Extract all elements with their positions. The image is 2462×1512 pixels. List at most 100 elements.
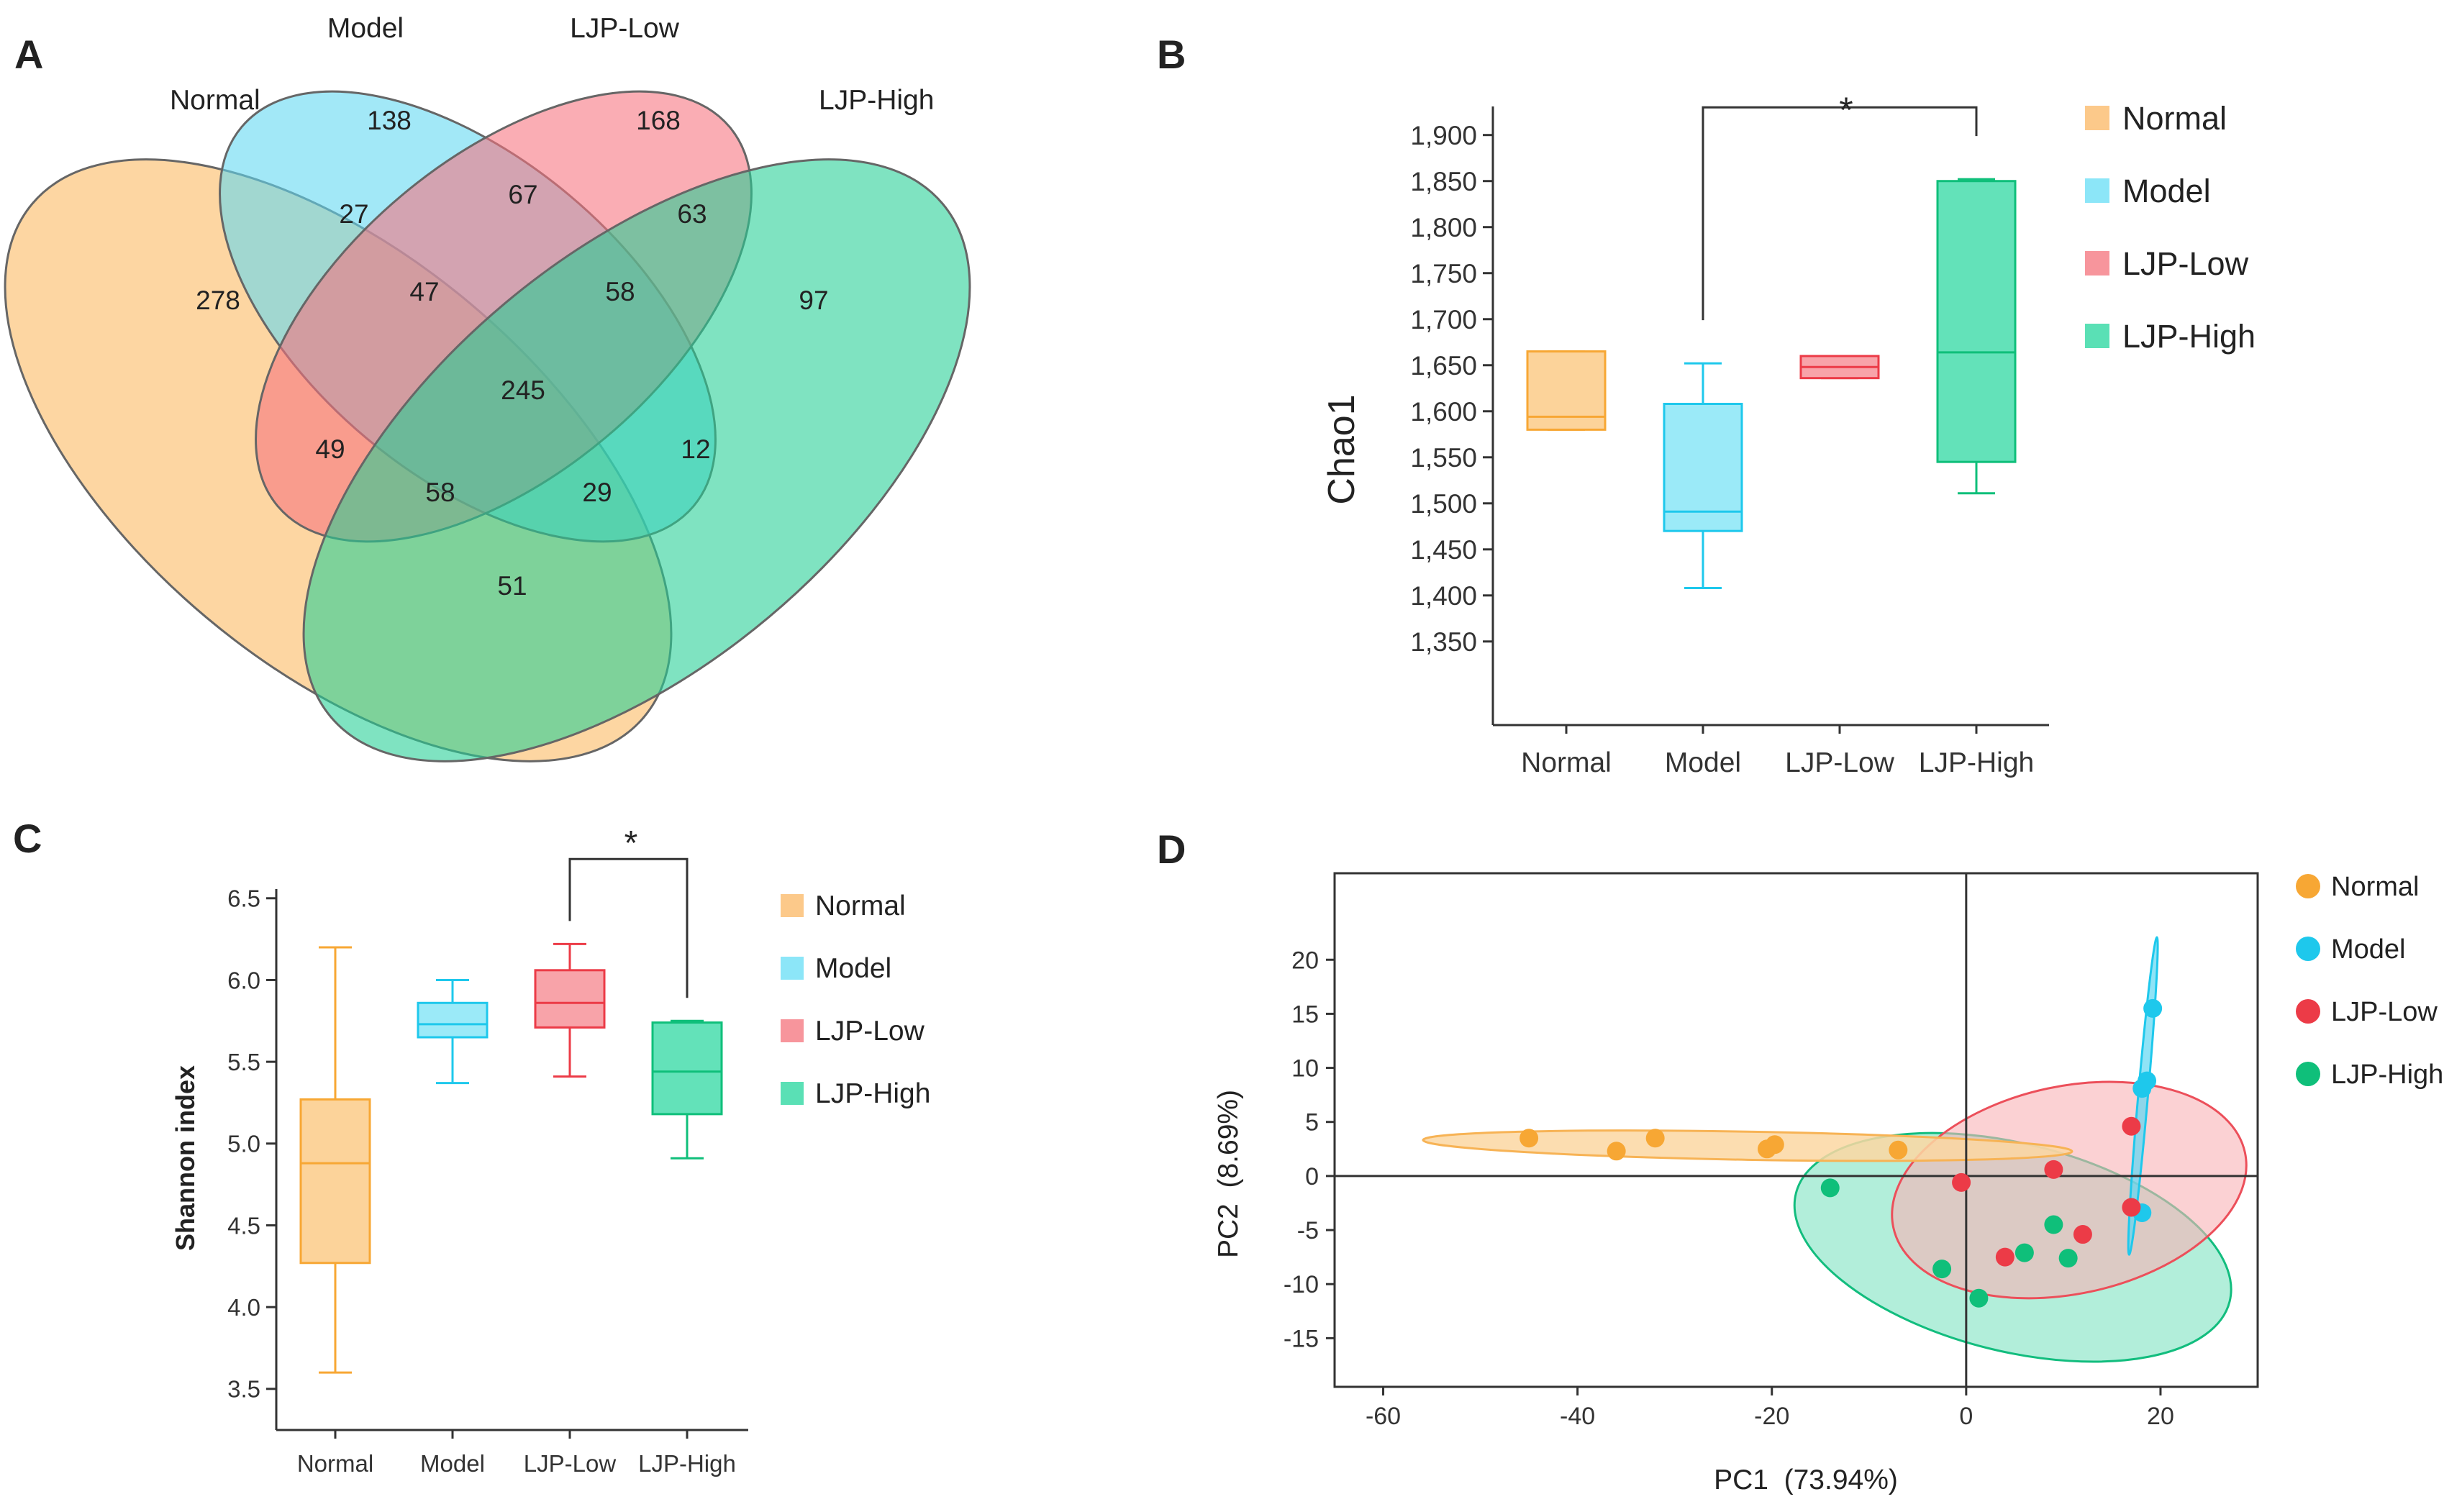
venn-count-model-ljp-low-ljp-high: 58 xyxy=(605,277,635,306)
venn-set-ljp-high xyxy=(302,158,971,762)
chao1-y-tick-label: 1,550 xyxy=(1410,443,1477,473)
pca-x-tick-label: 20 xyxy=(2147,1403,2174,1430)
shannon-significance-star: * xyxy=(624,824,638,862)
legend-b-swatch-model xyxy=(2085,178,2109,203)
chao1-box-ljp-low xyxy=(1799,355,1880,380)
pca-x-axis-title: PC1 (73.94%) xyxy=(1714,1465,1898,1495)
legend-b-label-normal: Normal xyxy=(2122,100,2227,137)
legend-d-marker-ljp-high xyxy=(2296,1062,2320,1086)
legend-d-marker-ljp-low xyxy=(2296,999,2320,1024)
shannon-iqr-rect xyxy=(534,969,606,1029)
shannon-legend: Normal Model LJP-Low LJP-High xyxy=(781,891,930,1109)
legend-c-swatch-normal xyxy=(781,894,804,917)
panel-d: D -60 -40 -20 0 20 -15 -10 -5 0 5 10 15 20 PC1 (73.9… xyxy=(1157,826,2443,1495)
panel-a: A Normal Model LJP-Low LJP-High 278 138 … xyxy=(4,13,971,762)
shannon-y-tick-label: 4.5 xyxy=(227,1212,260,1239)
pca-point-ljp-high xyxy=(2044,1215,2063,1234)
chao1-box-ljp-high xyxy=(1936,178,2017,495)
chao1-box-model xyxy=(1663,362,1743,590)
chao1-legend: Normal Model LJP-Low LJP-High xyxy=(2085,100,2256,355)
shannon-box-plot: 3.5 4.0 4.5 5.0 5.5 6.0 6.5 Normal Model LJP-Low L… xyxy=(227,857,748,1477)
venn-label-ljp-high: LJP-High xyxy=(819,85,934,116)
panel-label-c: C xyxy=(13,816,42,861)
venn-count-model-ljp-high: 12 xyxy=(681,434,710,464)
chao1-significance-bracket xyxy=(1702,106,1978,321)
legend-c-label-normal: Normal xyxy=(815,891,906,921)
venn-count-normal-ljp-low: 49 xyxy=(315,434,345,464)
legend-d-marker-model xyxy=(2296,937,2320,961)
chao1-x-tick-label-model: Model xyxy=(1665,747,1741,778)
legend-b-swatch-ljp-high xyxy=(2085,324,2109,348)
pca-x-tick-label: 0 xyxy=(1959,1403,1973,1430)
pca-point-ljp-low xyxy=(2044,1160,2063,1179)
chao1-significance-star: * xyxy=(1839,90,1853,130)
shannon-y-tick-label: 3.5 xyxy=(227,1376,260,1403)
shannon-y-tick-label: 6.5 xyxy=(227,885,260,912)
legend-d-label-normal: Normal xyxy=(2331,872,2419,902)
venn-count-normal-ljp-low-ljp-high: 58 xyxy=(425,478,455,507)
chao1-y-tick-label: 1,650 xyxy=(1410,351,1477,381)
chao1-box-plot: 1,350 1,400 1,450 1,500 1,550 1,600 1,650 1,700… xyxy=(1410,106,2049,778)
chao1-iqr-rect xyxy=(1526,350,1607,431)
chao1-iqr-rect xyxy=(1663,403,1743,532)
pca-point-ljp-high xyxy=(1969,1288,1989,1308)
shannon-significance-bracket xyxy=(568,857,689,998)
pca-x-tick-label: -40 xyxy=(1560,1403,1595,1430)
venn-count-model-ljp-low: 67 xyxy=(508,180,537,209)
shannon-y-axis-title: Shannon index xyxy=(171,1065,200,1251)
legend-c-label-ljp-high: LJP-High xyxy=(815,1078,930,1109)
shannon-y-tick-label: 6.0 xyxy=(227,967,260,993)
chao1-box-normal xyxy=(1526,350,1607,431)
chao1-y-tick-label: 1,800 xyxy=(1410,213,1477,242)
pca-x-tick-label: -60 xyxy=(1366,1403,1401,1430)
legend-c-swatch-model xyxy=(781,957,804,980)
venn-count-ljp-low-ljp-high: 63 xyxy=(677,199,707,229)
legend-d-marker-normal xyxy=(2296,874,2320,898)
pca-y-tick-label: 15 xyxy=(1291,1001,1319,1028)
pca-y-tick-label: -10 xyxy=(1284,1271,1319,1298)
shannon-x-tick-label-ljp-high: LJP-High xyxy=(638,1450,736,1477)
pca-point-ljp-low xyxy=(1995,1247,2014,1267)
venn-count-ljp-low-only: 168 xyxy=(636,106,681,135)
venn-count-normal-model-ljp-low: 47 xyxy=(409,277,439,306)
pca-point-model xyxy=(2132,1079,2152,1098)
venn-count-ljp-high-only: 97 xyxy=(799,286,828,315)
chao1-y-tick-label: 1,700 xyxy=(1410,305,1477,334)
pca-point-normal xyxy=(1889,1140,1908,1160)
pca-point-ljp-low xyxy=(2122,1198,2141,1217)
legend-d-label-ljp-low: LJP-Low xyxy=(2331,997,2438,1027)
pca-y-tick-label: 10 xyxy=(1291,1055,1319,1083)
shannon-y-tick-label: 5.0 xyxy=(227,1131,260,1157)
shannon-iqr-rect xyxy=(417,1001,489,1039)
venn-count-normal-ljp-high: 51 xyxy=(497,571,527,601)
pca-point-ljp-high xyxy=(2058,1249,2078,1268)
pca-point-ljp-high xyxy=(2014,1243,2034,1262)
pca-y-tick-label: 0 xyxy=(1305,1163,1319,1190)
pca-plot-frame xyxy=(1333,872,2259,1388)
chao1-y-tick-label: 1,750 xyxy=(1410,259,1477,288)
venn-count-all-four: 245 xyxy=(501,375,545,405)
chao1-y-tick-label: 1,500 xyxy=(1410,489,1477,519)
pca-x-tick-label: -20 xyxy=(1754,1403,1789,1430)
legend-b-swatch-normal xyxy=(2085,106,2109,130)
panel-label-a: A xyxy=(14,32,43,77)
shannon-x-tick-label-normal: Normal xyxy=(297,1450,373,1477)
panel-b: B 1,350 1,400 1,450 1,500 1,550 1,600 1,650 1,7… xyxy=(1157,32,2256,778)
panel-c: C 3.5 4.0 4.5 5.0 5.5 6.0 6.5 Normal Model LJP-Lo… xyxy=(13,816,930,1477)
pca-ellipse-normal xyxy=(1422,1129,2073,1162)
pca-y-axis-title: PC2 (8.69%) xyxy=(1213,1090,1244,1258)
venn-label-normal: Normal xyxy=(170,85,260,116)
chao1-y-axis-title: Chao1 xyxy=(1321,394,1363,504)
venn-count-normal-model-ljp-high: 29 xyxy=(582,478,612,507)
legend-b-label-ljp-low: LJP-Low xyxy=(2122,245,2249,282)
pca-point-normal xyxy=(1520,1129,1539,1148)
shannon-y-tick-label: 5.5 xyxy=(227,1049,260,1075)
shannon-x-tick-label-model: Model xyxy=(420,1450,485,1477)
pca-y-tick-label: -5 xyxy=(1297,1217,1319,1244)
pca-point-ljp-low xyxy=(2122,1116,2141,1136)
legend-c-swatch-ljp-low xyxy=(781,1019,804,1042)
pca-y-tick-label: 5 xyxy=(1305,1109,1319,1137)
pca-point-ljp-high xyxy=(1932,1260,1952,1279)
legend-b-swatch-ljp-low xyxy=(2085,251,2109,275)
